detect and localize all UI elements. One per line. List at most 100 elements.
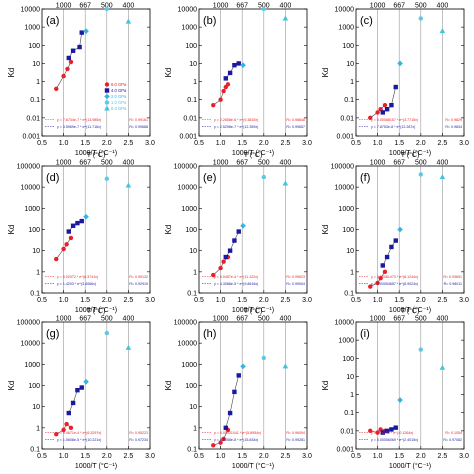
y-tick-label: 0.1 [187, 447, 197, 454]
fit-r-value: R= 0.96094 [286, 431, 305, 435]
data-point [104, 330, 110, 336]
fit-line-red [56, 237, 72, 260]
chart-panel-i: 0.001 0.01 0.1 1 10 100 1000 10000 0.5 1.0 1.5 2.0 2… [321, 307, 469, 470]
data-point [393, 84, 398, 90]
data-point [389, 427, 394, 432]
data-point [397, 226, 403, 233]
fit-equation: y = 0.14152 * e^(-0.1264x) [371, 431, 413, 435]
x-tick-label: 3.0 [145, 453, 155, 460]
data-point [375, 280, 380, 286]
fit-equation: y = 3.5969e-7 * e^(11.716x) [57, 125, 101, 129]
fit-equation: y = 1.0608e-5 * e^(10.221x) [57, 438, 101, 442]
y-tick-label: 1000 [181, 25, 197, 32]
x-axis-title: 1000/T (°C⁻¹) [389, 306, 431, 314]
top-tick-label: 667 [393, 316, 405, 323]
data-point [240, 363, 246, 370]
top-tick-label: 1000 [213, 3, 229, 10]
data-point [397, 397, 403, 403]
data-point [393, 425, 398, 430]
y-tick-label: 0.1 [30, 291, 40, 298]
y-tick-label: 0.1 [30, 97, 40, 104]
panel-label: (b) [203, 15, 216, 27]
y-tick-label: 100 [28, 383, 40, 390]
data-point [380, 110, 385, 115]
data-point [236, 229, 241, 234]
y-tick-label: 0.001 [179, 134, 197, 141]
y-tick-label: 100 [342, 43, 354, 50]
data-point [54, 256, 59, 262]
fit-r-value: R= 0.98011 [444, 282, 462, 286]
x-tick-label: 2.5 [281, 140, 291, 147]
fit-line-red [213, 256, 229, 276]
data-point [368, 115, 373, 121]
y-tick-label: 1000 [24, 25, 40, 32]
x-tick-label: 2.0 [259, 297, 269, 304]
fit-equation: y = 0.00054657 * e^(8.9024x) [371, 282, 418, 286]
top-tick-label: 667 [79, 160, 91, 167]
top-tick-label: 1000 [56, 160, 72, 167]
data-point [125, 344, 132, 350]
plot-frame [41, 165, 151, 294]
x-tick-label: 1.5 [394, 297, 404, 304]
data-point [68, 59, 74, 65]
data-point [218, 97, 223, 102]
fit-equation: y = 1.4203 * e^(3.4066x) [57, 282, 96, 286]
data-point [75, 220, 80, 226]
y-tick-label: 1000 [338, 338, 354, 345]
x-axis-title: 1000/T (°C⁻¹) [389, 149, 431, 157]
fit-equation: y = 0.00056069 * e^(2.4015x) [371, 438, 418, 442]
data-point [227, 248, 233, 253]
x-tick-label: 3.0 [302, 140, 312, 147]
x-tick-label: 1.5 [80, 140, 90, 147]
fit-r-value: R= 0.1054 [445, 431, 462, 435]
x-tick-label: 0.5 [351, 297, 361, 304]
chart-panel-f: 0.1 1 10 100 1000 10000 100000 0.5 1.0 1.5 2.0 2.5 3… [321, 151, 469, 314]
data-point [70, 48, 76, 53]
y-tick-label: 0.1 [344, 97, 354, 104]
data-point [384, 428, 390, 434]
top-tick-label: 400 [437, 3, 449, 10]
x-axis-title: 1000/T (°C⁻¹) [232, 149, 274, 157]
y-tick-label: 100 [185, 383, 197, 390]
top-tick-label: 1000 [213, 316, 229, 323]
y-tick-label: 10000 [21, 341, 41, 348]
data-point [368, 428, 373, 434]
x-tick-label: 2.0 [259, 453, 269, 460]
x-tick-label: 1.5 [394, 140, 404, 147]
top-tick-label: 667 [393, 3, 405, 10]
panel-label: (g) [46, 328, 59, 340]
y-tick-label: 100000 [17, 164, 40, 171]
fit-line-blue [68, 32, 82, 59]
data-point [282, 180, 289, 186]
y-tick-label: 10 [32, 248, 40, 255]
legend-marker [104, 82, 110, 87]
x-tick-label: 3.0 [145, 140, 155, 147]
y-tick-label: 10000 [178, 341, 198, 348]
data-point [77, 44, 82, 50]
plot-frame [355, 321, 465, 450]
panel-label: (d) [46, 172, 59, 184]
x-tick-label: 1.0 [216, 297, 226, 304]
x-tick-label: 3.0 [459, 453, 469, 460]
y-tick-label: 10 [189, 248, 197, 255]
fit-equation: y = 0.0457e-4 * e^(11.122x) [214, 275, 258, 279]
top-tick-label: 1000 [370, 160, 386, 167]
x-tick-label: 1.0 [216, 140, 226, 147]
fit-r-value: R= 0.99688 [129, 125, 148, 129]
data-point [79, 218, 84, 224]
data-point [418, 16, 423, 21]
y-tick-label: 0.001 [336, 134, 354, 141]
plot-frame [198, 8, 308, 137]
y-tick-label: 10000 [21, 185, 41, 192]
y-tick-label: 1 [193, 269, 197, 276]
fit-r-value: R= 0.97082 [443, 438, 462, 442]
data-point [282, 363, 289, 369]
panel-label: (a) [46, 15, 59, 27]
legend-label: 4.0 GPa [111, 88, 127, 93]
data-point [240, 62, 246, 68]
data-point [68, 235, 74, 241]
data-point [64, 421, 69, 427]
top-axis-title: T (°C) [244, 151, 263, 159]
fit-equation: y = 0.00081473 * e^(8.1244x) [371, 275, 418, 279]
